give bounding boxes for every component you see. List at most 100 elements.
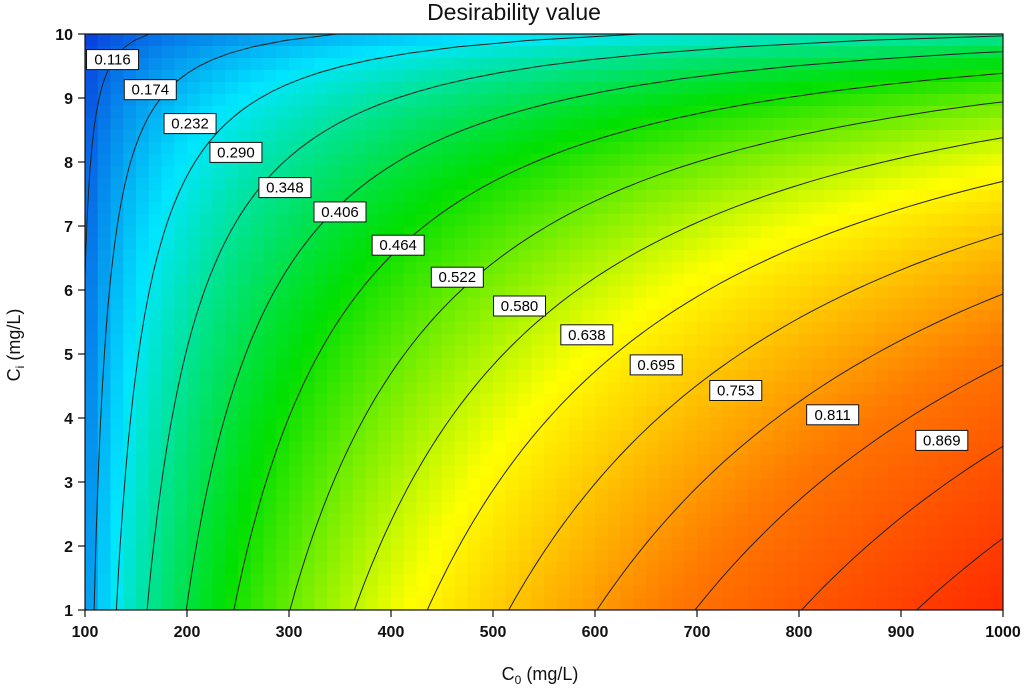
field-cell bbox=[748, 70, 762, 83]
field-cell bbox=[238, 118, 252, 131]
field-cell bbox=[990, 82, 1003, 95]
field-cell bbox=[148, 46, 163, 59]
field-cell bbox=[480, 502, 494, 515]
field-cell bbox=[378, 370, 392, 383]
field-cell bbox=[110, 94, 124, 107]
field-cell bbox=[225, 118, 239, 131]
field-cell bbox=[990, 574, 1003, 587]
field-cell bbox=[429, 118, 443, 131]
field-cell bbox=[862, 334, 877, 347]
field-cell bbox=[442, 562, 456, 575]
field-cell bbox=[837, 118, 851, 131]
field-cell bbox=[709, 202, 724, 215]
field-cell bbox=[531, 478, 545, 491]
field-cell bbox=[964, 310, 979, 323]
field-cell bbox=[697, 274, 711, 287]
field-cell bbox=[939, 166, 953, 179]
field-cell bbox=[977, 430, 991, 443]
field-cell bbox=[365, 94, 379, 107]
field-cell bbox=[403, 106, 418, 119]
field-cell bbox=[480, 346, 494, 359]
field-cell bbox=[964, 226, 979, 239]
field-cell bbox=[493, 142, 507, 155]
field-cell bbox=[136, 490, 150, 503]
field-cell bbox=[799, 454, 813, 467]
field-cell bbox=[225, 490, 239, 503]
field-cell bbox=[952, 598, 966, 610]
field-cell bbox=[544, 286, 558, 299]
field-cell bbox=[505, 58, 520, 71]
field-cell bbox=[365, 442, 379, 455]
field-cell bbox=[276, 238, 290, 251]
field-cell bbox=[875, 334, 889, 347]
field-cell bbox=[633, 166, 647, 179]
field-cell bbox=[901, 214, 915, 227]
field-cell bbox=[391, 418, 405, 431]
field-cell bbox=[990, 190, 1003, 203]
field-cell bbox=[314, 178, 328, 191]
field-cell bbox=[850, 142, 864, 155]
field-cell bbox=[888, 574, 902, 587]
field-cell bbox=[340, 586, 354, 599]
field-cell bbox=[952, 190, 966, 203]
field-cell bbox=[620, 478, 634, 491]
field-cell bbox=[454, 142, 469, 155]
chart-title: Desirability value bbox=[427, 0, 601, 25]
field-cell bbox=[352, 574, 367, 587]
field-cell bbox=[607, 406, 622, 419]
field-cell bbox=[199, 238, 214, 251]
field-cell bbox=[939, 286, 953, 299]
y-tick-label: 9 bbox=[64, 91, 73, 108]
field-cell bbox=[518, 514, 532, 527]
field-cell bbox=[187, 454, 201, 467]
field-cell bbox=[314, 310, 328, 323]
field-cell bbox=[467, 586, 481, 599]
field-cell bbox=[544, 106, 558, 119]
field-cell bbox=[467, 178, 481, 191]
field-cell bbox=[760, 178, 775, 191]
field-cell bbox=[225, 190, 239, 203]
field-cell bbox=[977, 286, 991, 299]
field-cell bbox=[225, 418, 239, 431]
field-cell bbox=[442, 46, 456, 59]
field-cell bbox=[148, 550, 163, 563]
field-cell bbox=[620, 502, 634, 515]
field-cell bbox=[403, 286, 418, 299]
field-cell bbox=[850, 526, 864, 539]
field-cell bbox=[403, 538, 418, 551]
field-cell bbox=[340, 478, 354, 491]
field-cell bbox=[493, 154, 507, 167]
field-cell bbox=[429, 130, 443, 143]
field-cell bbox=[658, 394, 673, 407]
field-cell bbox=[429, 430, 443, 443]
field-cell bbox=[212, 574, 226, 587]
field-cell bbox=[697, 562, 711, 575]
field-cell bbox=[582, 358, 596, 371]
field-cell bbox=[786, 274, 800, 287]
field-cell bbox=[544, 442, 558, 455]
field-cell bbox=[748, 298, 762, 311]
field-cell bbox=[709, 346, 724, 359]
field-cell bbox=[148, 586, 163, 599]
field-cell bbox=[467, 370, 481, 383]
field-cell bbox=[416, 214, 430, 227]
field-cell bbox=[352, 82, 367, 95]
field-cell bbox=[327, 406, 341, 419]
field-cell bbox=[238, 226, 252, 239]
field-cell bbox=[964, 538, 979, 551]
field-cell bbox=[480, 466, 494, 479]
field-cell bbox=[952, 454, 966, 467]
field-cell bbox=[199, 430, 214, 443]
field-cell bbox=[939, 130, 953, 143]
field-cell bbox=[442, 442, 456, 455]
field-cell bbox=[429, 394, 443, 407]
field-cell bbox=[582, 394, 596, 407]
field-cell bbox=[990, 94, 1003, 107]
field-cell bbox=[480, 358, 494, 371]
field-cell bbox=[837, 202, 851, 215]
field-cell bbox=[684, 274, 698, 287]
field-cell bbox=[174, 94, 188, 107]
field-cell bbox=[544, 586, 558, 599]
field-cell bbox=[85, 34, 99, 47]
field-cell bbox=[250, 370, 265, 383]
